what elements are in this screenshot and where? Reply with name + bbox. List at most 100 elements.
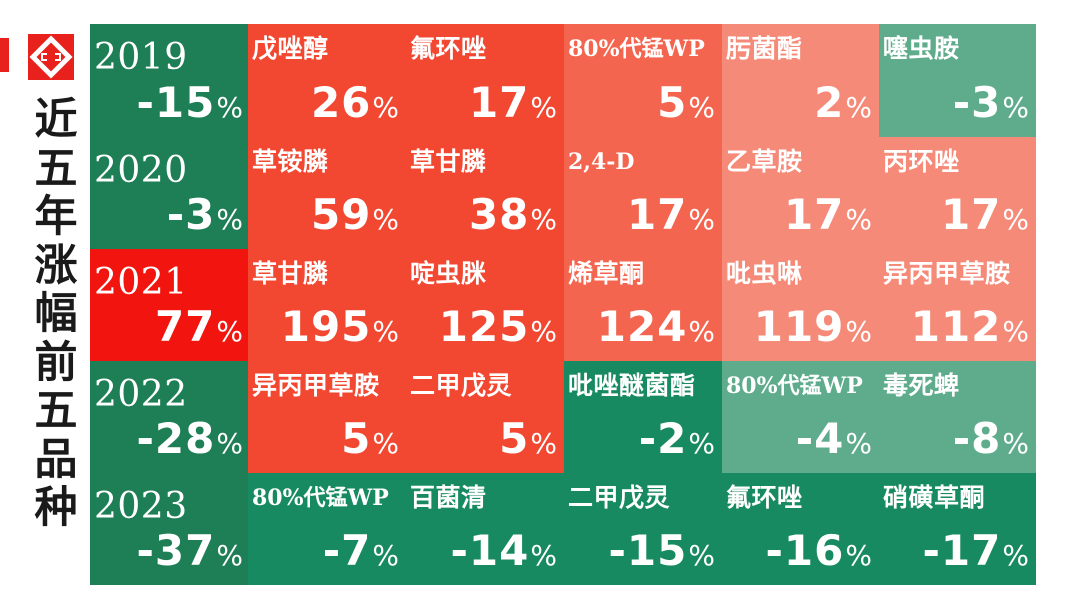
percent-sign: %: [372, 91, 400, 124]
year-cell-2023: 2023 -37%: [90, 473, 248, 585]
change-value: 17%: [784, 192, 873, 243]
title-char: 种: [34, 483, 78, 533]
change-number: 2: [814, 78, 845, 127]
change-number: -3: [166, 190, 216, 239]
change-value: 125%: [439, 304, 558, 355]
percent-sign: %: [688, 203, 716, 236]
change-number: 17: [468, 78, 530, 127]
product-name: 乙草胺: [726, 147, 803, 176]
title-char: 五: [34, 143, 78, 194]
year-label: 2021: [94, 262, 188, 303]
product-cell: 氟环唑 17%: [406, 24, 564, 137]
red-accent-bar: [0, 38, 9, 72]
product-cell: 二甲戊灵 -15%: [564, 473, 722, 585]
change-number: 77: [154, 302, 216, 351]
percent-sign: %: [530, 315, 558, 348]
change-value: 119%: [754, 304, 873, 355]
change-number: -8: [952, 414, 1002, 463]
change-value: -8%: [953, 416, 1030, 467]
product-name: 硝磺草酮: [883, 483, 986, 512]
year-label: 2022: [94, 374, 188, 415]
percent-sign: %: [845, 203, 873, 236]
year-cell-2022: 2022 -28%: [90, 361, 248, 473]
change-number: 17: [783, 190, 845, 239]
product-cell: 氟环唑 -16%: [722, 473, 879, 585]
product-cell: 草铵膦 59%: [248, 137, 406, 249]
product-cell: 百菌清 -14%: [406, 473, 564, 585]
year-label: 2019: [94, 37, 188, 78]
percent-sign: %: [216, 315, 244, 348]
product-name: 氟环唑: [726, 483, 803, 512]
change-number: 195: [280, 302, 372, 351]
year-label: 2023: [94, 486, 188, 527]
change-value: -15%: [609, 528, 717, 579]
percent-sign: %: [688, 315, 716, 348]
percent-sign: %: [688, 427, 716, 460]
percent-sign: %: [845, 91, 873, 124]
change-value: 17%: [941, 192, 1030, 243]
change-value: 17%: [627, 192, 716, 243]
percent-sign: %: [1002, 315, 1030, 348]
title-char: 幅: [34, 289, 78, 339]
product-name: 草甘膦: [410, 147, 487, 176]
product-cell: 异丙甲草胺 5%: [248, 361, 406, 473]
change-number: -15: [608, 526, 688, 575]
change-number: 17: [626, 190, 688, 239]
change-value: -2%: [639, 416, 716, 467]
percent-sign: %: [1002, 427, 1030, 460]
product-name: 氟环唑: [410, 34, 487, 63]
year-cell-2019: 2019 -15%: [90, 24, 248, 137]
product-cell: 异丙甲草胺 112%: [879, 249, 1036, 361]
change-number: -2: [638, 414, 688, 463]
left-title-band: 近五年涨幅前五品种: [0, 0, 90, 608]
product-cell: 二甲戊灵 5%: [406, 361, 564, 473]
change-number: -7: [322, 526, 372, 575]
title-char: 涨: [34, 240, 78, 291]
change-number: -28: [136, 414, 216, 463]
product-name: 80%代锰WP: [252, 485, 389, 511]
change-number: -3: [952, 78, 1002, 127]
product-name: 丙环唑: [883, 147, 960, 176]
change-value: 112%: [911, 304, 1030, 355]
product-cell: 吡虫啉 119%: [722, 249, 879, 361]
percent-sign: %: [216, 539, 244, 572]
year-cell-2021: 2021 77%: [90, 249, 248, 361]
change-value: 59%: [311, 192, 400, 243]
change-value: 5%: [341, 416, 400, 467]
product-name: 啶虫脒: [410, 259, 487, 288]
product-cell: 吡唑醚菌酯 -2%: [564, 361, 722, 473]
change-number: -14: [450, 526, 530, 575]
change-value: -7%: [323, 528, 400, 579]
product-name: 毒死蜱: [883, 371, 960, 400]
product-name: 吡唑醚菌酯: [568, 371, 696, 400]
percent-sign: %: [1002, 91, 1030, 124]
change-value: -14%: [451, 528, 559, 579]
percent-sign: %: [372, 539, 400, 572]
product-cell: 80%代锰WP -7%: [248, 473, 406, 585]
change-value: -3%: [953, 80, 1030, 131]
change-number: -15: [136, 78, 216, 127]
product-cell: 2,4-D 17%: [564, 137, 722, 249]
product-cell: 乙草胺 17%: [722, 137, 879, 249]
title-char: 近: [34, 95, 78, 145]
product-cell: 啶虫脒 125%: [406, 249, 564, 361]
change-number: 38: [468, 190, 530, 239]
title-char: 年: [34, 192, 78, 242]
percent-sign: %: [372, 203, 400, 236]
change-number: 5: [657, 78, 688, 127]
title-char: 品: [34, 434, 78, 485]
change-number: -16: [765, 526, 845, 575]
product-cell: 草甘膦 195%: [248, 249, 406, 361]
change-value: -4%: [796, 416, 873, 467]
change-value: -28%: [137, 416, 245, 467]
change-value: 195%: [281, 304, 400, 355]
product-name: 异丙甲草胺: [252, 371, 380, 400]
percent-sign: %: [1002, 203, 1030, 236]
change-number: -37: [136, 526, 216, 575]
product-name: 肟菌酯: [726, 34, 803, 63]
change-value: -17%: [923, 528, 1031, 579]
change-number: 59: [310, 190, 372, 239]
product-cell: 硝磺草酮 -17%: [879, 473, 1036, 585]
product-name: 吡虫啉: [726, 259, 803, 288]
product-name: 噻虫胺: [883, 34, 960, 63]
